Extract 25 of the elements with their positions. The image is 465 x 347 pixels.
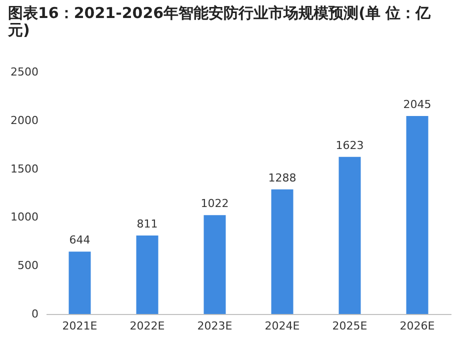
bar xyxy=(136,235,158,314)
bar xyxy=(68,252,91,314)
x-tick-label: 2023E xyxy=(197,320,232,332)
data-label: 811 xyxy=(136,217,158,230)
chart-title: 图表16：2021-2026年智能安防行业市场规模预测(单 位：亿元) xyxy=(7,4,432,39)
y-tick-label: 1000 xyxy=(10,210,38,224)
bar xyxy=(406,116,428,314)
x-tick-label: 2025E xyxy=(332,320,368,332)
data-label: 2045 xyxy=(403,98,432,112)
y-tick-label: 2000 xyxy=(10,114,38,127)
bar xyxy=(271,189,294,314)
data-label: 1288 xyxy=(268,171,296,184)
x-tick-label: 2021E xyxy=(62,320,98,332)
data-label: 1623 xyxy=(336,138,364,152)
y-tick-label: 1500 xyxy=(10,162,38,176)
y-tick-label: 2500 xyxy=(10,66,38,78)
data-label: 1022 xyxy=(200,197,229,210)
y-tick-label: 0 xyxy=(32,308,38,320)
bar xyxy=(338,156,361,314)
y-tick-label: 500 xyxy=(18,259,38,272)
bar xyxy=(204,215,226,314)
x-tick-label: 2024E xyxy=(264,320,300,332)
data-label: 644 xyxy=(69,234,90,247)
x-tick-label: 2026E xyxy=(400,320,435,332)
x-tick-label: 2022E xyxy=(130,320,165,332)
